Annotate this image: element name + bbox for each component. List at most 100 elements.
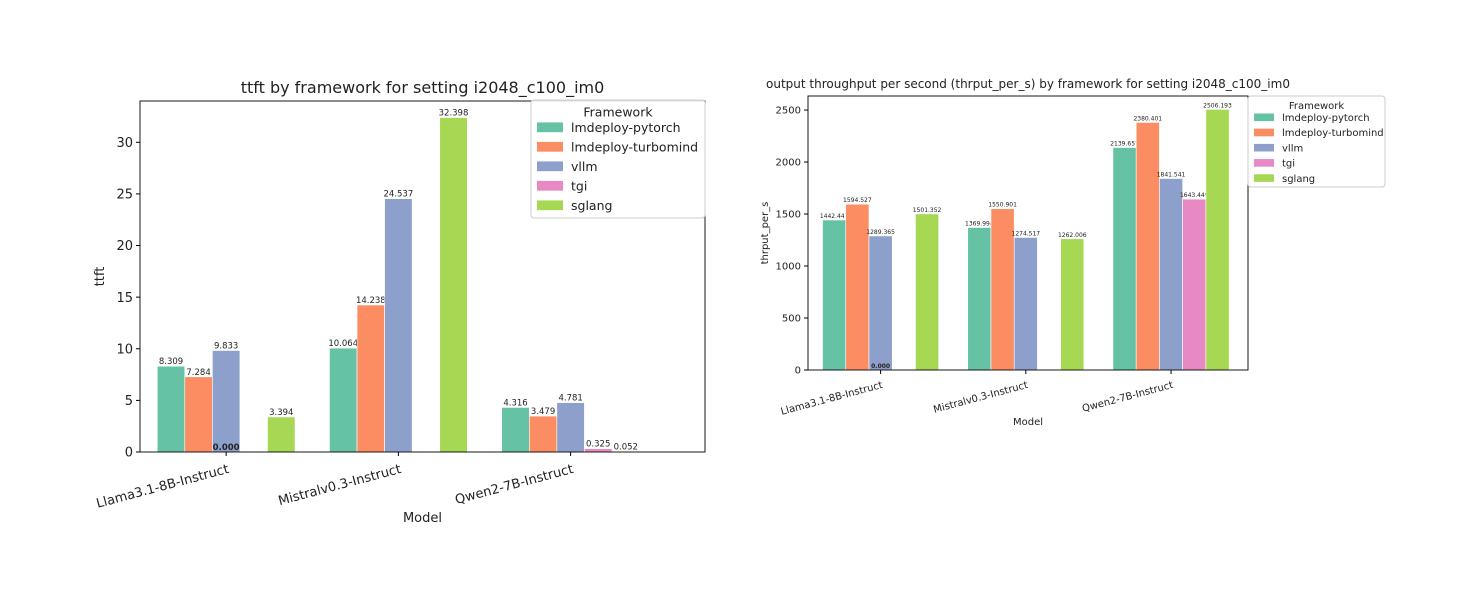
legend-label: sglang xyxy=(571,198,612,213)
legend-swatch-lmdeploy-pytorch xyxy=(537,122,563,133)
data-label: 0.000 xyxy=(871,363,890,370)
data-label: 1643.449 xyxy=(1180,192,1209,199)
y-axis-label: ttft xyxy=(93,267,108,287)
bar-lmdeploy-pytorch xyxy=(822,219,847,371)
data-label: 4.781 xyxy=(558,394,582,404)
legend-title: Framework xyxy=(583,105,653,120)
data-label: 3.479 xyxy=(531,407,555,417)
data-label: 0.000 xyxy=(213,443,240,453)
y-tick-label: 15 xyxy=(116,291,133,306)
data-label: 1501.352 xyxy=(913,207,942,214)
x-axis-label: Model xyxy=(1013,417,1043,428)
legend-swatch-vllm xyxy=(537,161,563,172)
legend-label: lmdeploy-pytorch xyxy=(1282,113,1370,124)
bar-lmdeploy-turbomind xyxy=(1135,122,1160,371)
plot-frame xyxy=(807,95,1249,371)
chart-title: ttft by framework for setting i2048_c100… xyxy=(241,78,605,98)
x-tick-label: Llama3.1-8B-Instruct xyxy=(95,462,231,512)
data-label: 1274.517 xyxy=(1012,230,1041,237)
chart-title: output throughput per second (thrput_per… xyxy=(766,77,1290,91)
bar-vllm xyxy=(384,198,413,453)
y-tick-label: 0 xyxy=(795,366,801,377)
legend-label: lmdeploy-turbomind xyxy=(1282,128,1384,139)
bar-sglang xyxy=(1205,109,1230,371)
y-tick-label: 25 xyxy=(116,188,133,203)
legend-swatch-sglang xyxy=(1254,174,1274,182)
data-label: 1442.447 xyxy=(820,213,849,220)
legend-box xyxy=(530,99,706,219)
legend-label: lmdeploy-pytorch xyxy=(571,120,681,135)
bar-tgi xyxy=(1182,198,1207,371)
y-tick-label: 20 xyxy=(116,239,133,254)
data-label: 1289.365 xyxy=(866,229,895,236)
y-tick-label: 1500 xyxy=(776,210,801,221)
legend-box xyxy=(1247,95,1386,188)
data-label: 0.325 xyxy=(586,440,610,450)
legend-swatch-vllm xyxy=(1254,143,1274,152)
legend-label: tgi xyxy=(1282,159,1295,170)
x-tick-label: Llama3.1-8B-Instruct xyxy=(780,380,884,418)
legend-swatch-tgi xyxy=(537,180,563,191)
legend-label: tgi xyxy=(571,179,587,194)
legend-swatch-lmdeploy-pytorch xyxy=(1254,113,1274,122)
legend-label: vllm xyxy=(571,159,598,174)
chart-2: output throughput per second (thrput_per… xyxy=(760,77,1386,428)
y-tick-label: 2500 xyxy=(776,106,801,117)
data-label: 0.052 xyxy=(614,442,638,452)
legend-swatch-lmdeploy-turbomind xyxy=(537,141,563,152)
x-tick-label: Qwen2-7B-Instruct xyxy=(454,462,575,508)
y-tick-label: 10 xyxy=(116,342,133,357)
legend-label: lmdeploy-turbomind xyxy=(571,140,698,155)
bar-lmdeploy-pytorch xyxy=(501,407,530,453)
data-label: 9.833 xyxy=(214,341,238,351)
y-tick-label: 500 xyxy=(782,314,801,325)
data-label: 4.316 xyxy=(503,398,527,408)
bar-lmdeploy-turbomind xyxy=(528,415,558,453)
legend-swatch-tgi xyxy=(1254,159,1274,167)
y-tick-label: 2000 xyxy=(776,158,801,169)
data-label: 3.394 xyxy=(269,408,293,418)
data-label: 14.238 xyxy=(356,296,386,306)
y-axis-label: thrput_per_s xyxy=(760,202,771,265)
x-tick-label: Mistralv0.3-Instruct xyxy=(277,462,403,509)
legend-label: vllm xyxy=(1282,143,1303,154)
bar-vllm xyxy=(868,235,893,371)
bar-lmdeploy-pytorch xyxy=(329,347,358,453)
x-tick-label: Qwen2-7B-Instruct xyxy=(1081,380,1174,415)
legend-swatch-sglang xyxy=(537,200,563,211)
x-axis-label: Model xyxy=(403,511,442,526)
legend-label: sglang xyxy=(1282,174,1315,185)
data-label: 8.309 xyxy=(159,357,183,367)
bar-lmdeploy-turbomind xyxy=(356,304,385,453)
legend-swatch-lmdeploy-turbomind xyxy=(1254,128,1274,137)
bar-lmdeploy-pytorch xyxy=(967,227,992,371)
data-label: 2506.193 xyxy=(1203,102,1232,109)
data-label: 2139.657 xyxy=(1110,141,1139,148)
bar-lmdeploy-turbomind xyxy=(184,376,213,453)
bar-sglang xyxy=(439,117,468,453)
x-tick-label: Mistralv0.3-Instruct xyxy=(932,380,1029,416)
plot-frame xyxy=(139,100,706,453)
bar-vllm xyxy=(212,350,241,453)
bar-lmdeploy-pytorch xyxy=(1112,147,1137,371)
data-label: 1550.901 xyxy=(988,202,1017,209)
data-label: 2380.401 xyxy=(1133,115,1162,122)
y-tick-label: 1000 xyxy=(776,262,801,273)
data-label: 7.284 xyxy=(186,368,210,378)
bar-vllm xyxy=(1013,237,1038,371)
bar-lmdeploy-pytorch xyxy=(156,365,186,453)
y-tick-label: 5 xyxy=(125,394,133,409)
bar-sglang xyxy=(267,416,296,453)
y-tick-label: 30 xyxy=(116,136,133,151)
y-tick-label: 0 xyxy=(125,446,133,461)
data-label: 24.537 xyxy=(384,190,414,200)
data-label: 32.398 xyxy=(439,109,469,119)
data-label: 1262.006 xyxy=(1058,232,1087,239)
bar-sglang xyxy=(915,213,939,371)
data-label: 1841.541 xyxy=(1157,172,1186,179)
data-label: 1594.527 xyxy=(843,197,872,204)
